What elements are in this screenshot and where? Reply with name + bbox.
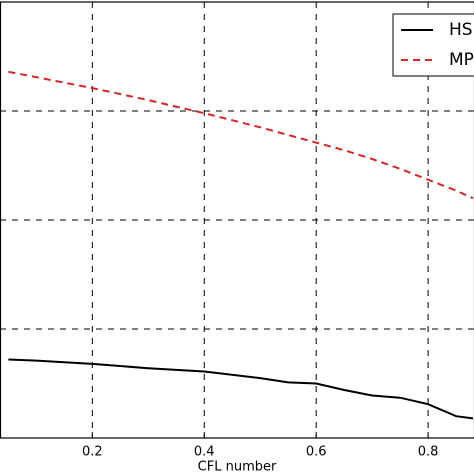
- x-axis-label: CFL number: [198, 460, 277, 474]
- series-line: [8, 70, 474, 200]
- legend-label: HS: [449, 20, 473, 40]
- x-tick-label: 0.6: [306, 445, 327, 460]
- x-tick-label: 0.8: [418, 445, 439, 460]
- plot-frame: [0, 1, 474, 439]
- legend-box: [392, 13, 474, 77]
- series-line: [8, 358, 474, 420]
- x-tick-label: 0.4: [194, 445, 215, 460]
- legend-label: MP: [449, 50, 474, 70]
- x-tick-label: 0.2: [82, 445, 103, 460]
